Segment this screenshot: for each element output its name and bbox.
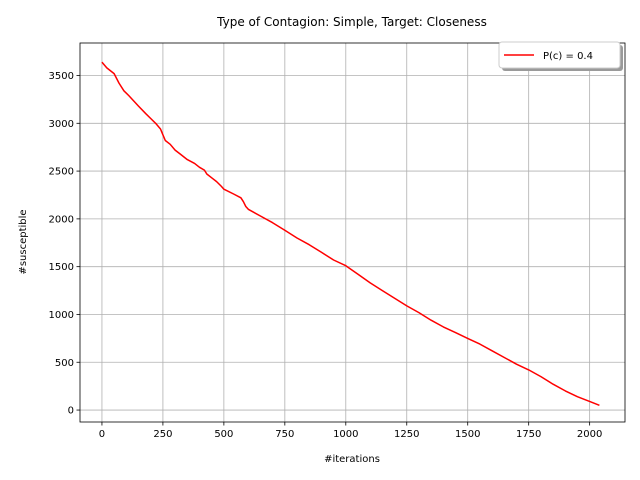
x-tick-label: 0 (99, 429, 105, 440)
x-tick-label: 500 (214, 429, 233, 440)
x-tick-label: 1250 (394, 429, 419, 440)
y-tick-label: 2500 (49, 167, 74, 178)
y-tick-label: 1500 (49, 262, 74, 273)
y-tick-label: 0 (68, 406, 74, 417)
y-tick-label: 3500 (49, 71, 74, 82)
legend-label: P(c) = 0.4 (543, 51, 593, 62)
y-tick-label: 1000 (49, 310, 74, 321)
x-tick-label: 750 (275, 429, 294, 440)
y-axis-label: #susceptible (18, 209, 29, 274)
y-tick-label: 2000 (49, 214, 74, 225)
x-axis-label: #iterations (324, 454, 380, 465)
series-layer (101, 61, 600, 406)
x-tick-label: 250 (153, 429, 172, 440)
y-tick-label: 3000 (49, 119, 74, 130)
y-axis-ticks: 0 500 1000 1500 2000 2500 3000 3500 (49, 71, 80, 417)
grid (80, 43, 625, 422)
x-tick-label: 1750 (516, 429, 541, 440)
legend-box (498, 41, 621, 69)
series-line-0 (101, 61, 600, 406)
x-tick-label: 1000 (333, 429, 358, 440)
plot-frame (79, 42, 626, 423)
x-axis-ticks: 0 250 500 750 1000 1250 1500 1750 2000 (99, 422, 602, 440)
x-tick-label: 1500 (455, 429, 480, 440)
legend: P(c) = 0.4 (498, 41, 623, 71)
chart-title: Type of Contagion: Simple, Target: Close… (216, 15, 487, 29)
x-tick-label: 2000 (577, 429, 602, 440)
y-tick-label: 500 (55, 358, 74, 369)
